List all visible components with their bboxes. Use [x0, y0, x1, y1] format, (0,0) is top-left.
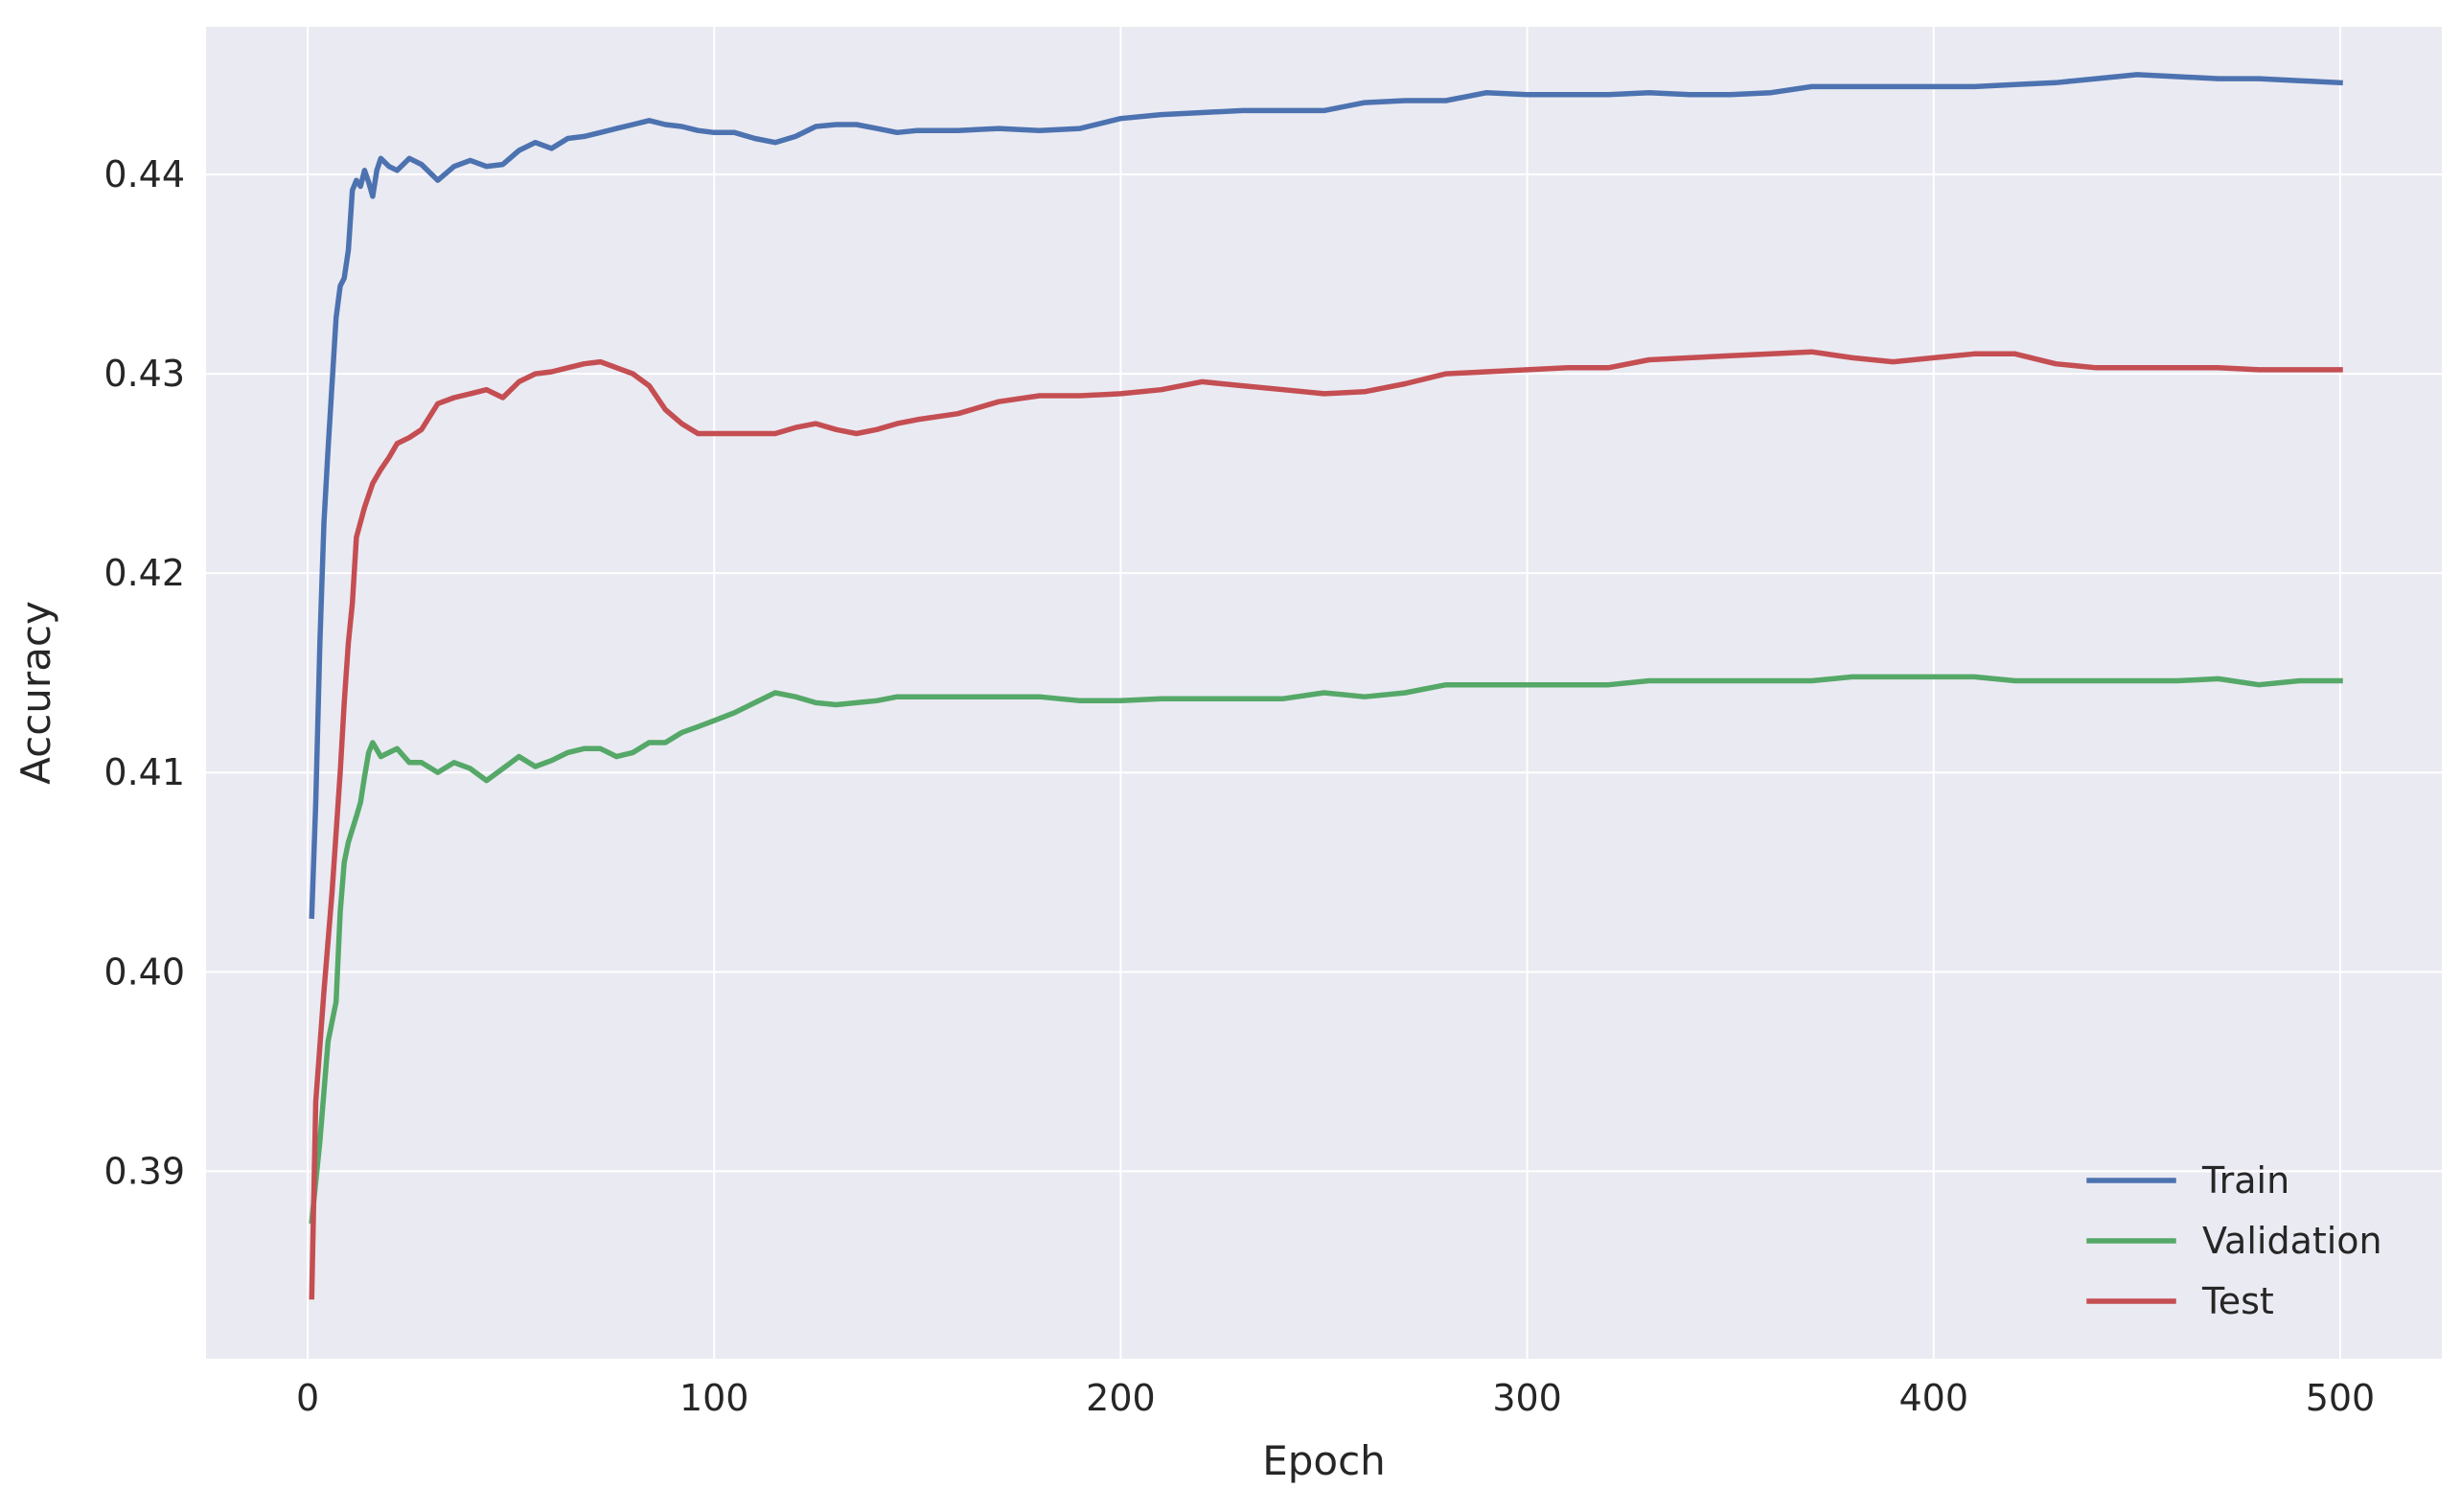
legend-label-validation: Validation: [2202, 1220, 2382, 1262]
x-tick-label: 0: [296, 1377, 319, 1419]
x-tick-label: 500: [2306, 1377, 2376, 1419]
y-tick-label: 0.41: [104, 751, 185, 793]
y-tick-label: 0.44: [104, 153, 185, 195]
x-tick-label: 200: [1086, 1377, 1156, 1419]
x-tick-label: 400: [1899, 1377, 1969, 1419]
legend-label-test: Test: [2201, 1280, 2274, 1322]
y-axis-label: Accuracy: [12, 601, 59, 785]
y-tick-label: 0.39: [104, 1150, 185, 1192]
series-line-train: [309, 72, 2343, 919]
y-axis-ticks: 0.39 0.40 0.41 0.42 0.43 0.44: [104, 153, 185, 1192]
legend: Train Validation Test: [2086, 1159, 2382, 1322]
y-tick-label: 0.40: [104, 951, 185, 993]
legend-label-train: Train: [2201, 1159, 2289, 1202]
x-axis-label: Epoch: [1262, 1437, 1386, 1484]
x-tick-label: 300: [1492, 1377, 1562, 1419]
series-line-validation: [309, 674, 2343, 1225]
grid: [206, 27, 2442, 1359]
x-tick-label: 100: [679, 1377, 749, 1419]
series-lines: [309, 72, 2343, 1300]
x-axis-ticks: 0 100 200 300 400 500: [296, 1377, 2375, 1419]
y-tick-label: 0.42: [104, 552, 185, 594]
y-tick-label: 0.43: [104, 353, 185, 395]
series-line-test: [309, 349, 2343, 1300]
